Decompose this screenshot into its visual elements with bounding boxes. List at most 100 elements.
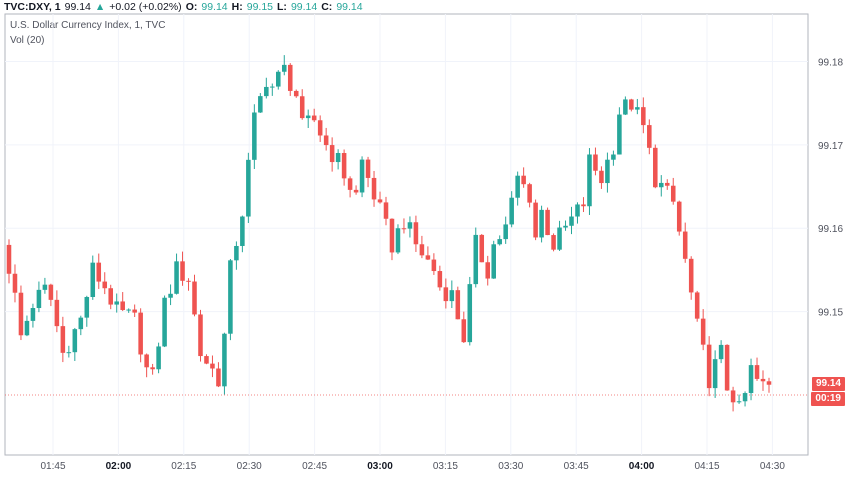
- candle-down: [527, 184, 532, 203]
- candle-down: [676, 201, 682, 232]
- candle-up: [234, 245, 239, 261]
- bar-countdown-tag: 00:19: [811, 392, 845, 406]
- candle-up: [264, 86, 269, 97]
- candle-up: [617, 114, 622, 155]
- candle-down: [425, 255, 431, 260]
- candle-down: [347, 178, 353, 190]
- candle-down: [443, 287, 449, 302]
- candle-down: [96, 262, 102, 282]
- candle-up: [252, 112, 257, 160]
- candle-up: [335, 153, 341, 163]
- candle-up: [557, 227, 562, 250]
- candle-down: [192, 281, 197, 315]
- candle-down: [766, 381, 772, 385]
- candle-up: [72, 329, 78, 353]
- candle-down: [6, 244, 12, 274]
- candle-up: [515, 175, 520, 198]
- candle-down: [599, 170, 604, 184]
- y-tick-label: 99.18: [818, 58, 843, 69]
- y-tick-label: 99.17: [818, 141, 843, 152]
- high-label: H:: [231, 1, 243, 13]
- plot-frame: [4, 13, 809, 456]
- candle-down: [479, 234, 485, 263]
- candle-down: [150, 367, 155, 370]
- candle-down: [48, 284, 54, 300]
- candle-down: [545, 209, 550, 236]
- candle-down: [706, 344, 712, 389]
- candle-up: [575, 204, 580, 217]
- open-value: 99.14: [201, 1, 228, 13]
- candle-up: [587, 154, 592, 207]
- x-tick-label: 04:15: [694, 461, 719, 472]
- candle-down: [299, 96, 305, 119]
- symbol-name[interactable]: TVC:DXY, 1: [4, 1, 61, 13]
- candle-up: [114, 301, 119, 305]
- candle-up: [407, 222, 413, 229]
- candle-up: [497, 239, 502, 245]
- candle-down: [204, 356, 209, 364]
- candle-down: [413, 222, 419, 245]
- price-change: +0.02 (+0.02%): [109, 1, 182, 13]
- volume-legend[interactable]: Vol (20): [10, 35, 45, 46]
- candle-up: [611, 154, 616, 160]
- candle-down: [551, 235, 556, 250]
- candle-up: [491, 244, 496, 279]
- x-tick-label: 04:30: [760, 461, 785, 472]
- candle-down: [664, 182, 670, 186]
- candle-up: [748, 365, 754, 394]
- candle-up: [605, 159, 610, 184]
- candle-down: [132, 309, 137, 313]
- candle-down: [647, 125, 652, 148]
- change-up-arrow-icon: ▲: [94, 1, 106, 13]
- candle-up: [659, 182, 664, 188]
- candle-up: [168, 293, 173, 298]
- candle-up: [305, 115, 311, 119]
- candle-down: [60, 326, 66, 353]
- y-tick-label: 99.16: [818, 224, 843, 235]
- candle-down: [383, 202, 389, 219]
- candle-up: [222, 333, 227, 387]
- candle-down: [401, 228, 407, 230]
- series-legend-title[interactable]: U.S. Dollar Currency Index, 1, TVC: [10, 20, 166, 31]
- candle-up: [473, 234, 479, 285]
- candle-down: [724, 344, 730, 391]
- candle-up: [509, 197, 514, 225]
- candle-up: [126, 309, 131, 311]
- x-tick-label: 02:30: [237, 461, 262, 472]
- candle-down: [377, 199, 383, 203]
- candle-up: [30, 308, 36, 321]
- low-label: L:: [277, 1, 287, 13]
- candle-down: [700, 318, 706, 345]
- candle-down: [431, 259, 437, 272]
- candle-down: [144, 354, 149, 368]
- candle-down: [108, 288, 113, 305]
- candle-up: [246, 159, 251, 217]
- candle-up: [84, 296, 90, 318]
- high-value: 99.15: [246, 1, 274, 13]
- candle-up: [359, 159, 365, 193]
- candle-down: [365, 159, 371, 178]
- candle-down: [461, 319, 467, 343]
- candle-down: [353, 189, 359, 193]
- candle-down: [341, 153, 347, 179]
- candle-down: [210, 363, 215, 369]
- candle-up: [569, 216, 574, 226]
- candle-up: [623, 99, 628, 115]
- candle-up: [563, 225, 568, 228]
- last-price: 99.14: [64, 1, 91, 13]
- candle-down: [389, 218, 395, 253]
- candle-down: [688, 258, 694, 293]
- candle-up: [718, 344, 724, 360]
- x-tick-label: 02:15: [171, 461, 196, 472]
- candle-down: [754, 365, 760, 379]
- candle-down: [641, 107, 646, 126]
- candle-down: [485, 262, 491, 279]
- candle-down: [581, 204, 586, 207]
- candle-up: [162, 297, 167, 347]
- x-tick-label: 01:45: [40, 461, 65, 472]
- x-tick-label: 03:30: [498, 461, 523, 472]
- candle-down: [12, 273, 18, 293]
- candle-up: [276, 71, 281, 87]
- candle-down: [437, 271, 443, 288]
